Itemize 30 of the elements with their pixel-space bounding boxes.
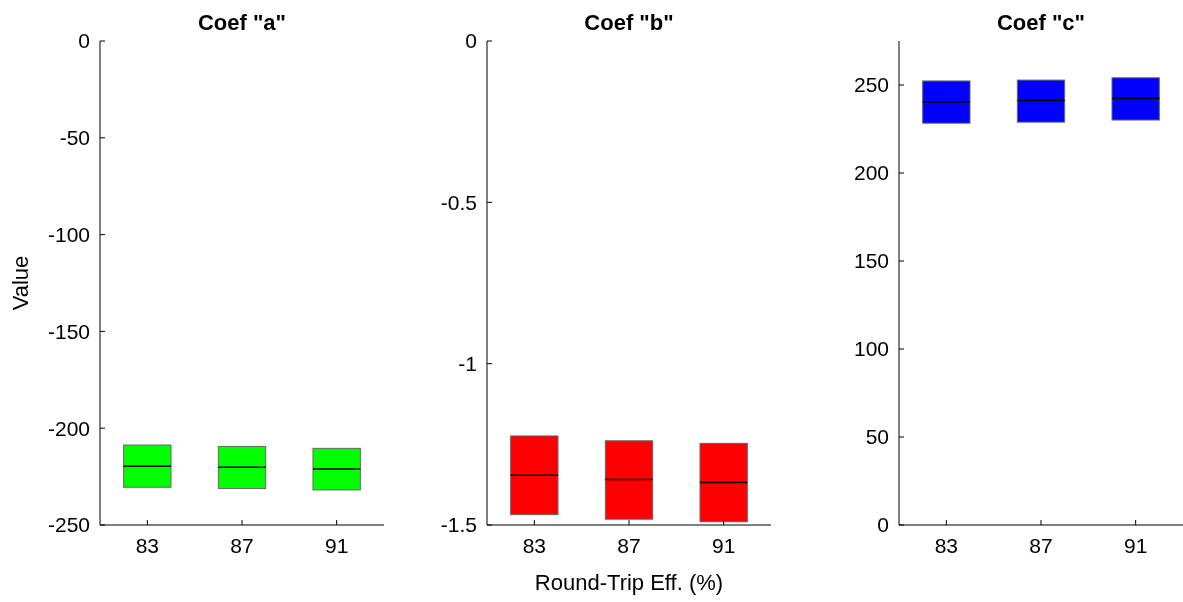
x-tick-label: 83 — [522, 534, 547, 557]
x-tick-label: 87 — [230, 534, 254, 557]
x-tick-label: 87 — [617, 534, 641, 557]
y-tick-label: 0 — [465, 29, 477, 53]
y-tick-label: -50 — [59, 126, 90, 150]
y-tick-label: 150 — [853, 249, 889, 273]
chart-title: Coef "a" — [197, 10, 287, 35]
x-tick-label: 91 — [1123, 534, 1148, 557]
y-tick-label: -100 — [47, 222, 90, 246]
y-tick-label: -1 — [458, 352, 477, 376]
y-tick-label: -150 — [47, 319, 90, 343]
y-tick-label: -250 — [47, 513, 90, 537]
x-tick-label: 87 — [1029, 534, 1053, 557]
x-tick-label: 91 — [711, 534, 736, 557]
x-tick-label: 83 — [934, 534, 959, 557]
chart-title: Coef "b" — [584, 10, 674, 35]
x-tick-label: 83 — [135, 534, 160, 557]
y-tick-label: 50 — [865, 425, 889, 449]
y-tick-label: -1.5 — [440, 513, 477, 537]
y-tick-label: 0 — [877, 513, 889, 537]
x-axis-title: Round-Trip Eff. (%) — [534, 570, 724, 595]
y-tick-label: -0.5 — [440, 190, 477, 214]
y-tick-label: -200 — [47, 416, 90, 440]
y-tick-label: 250 — [853, 73, 889, 97]
y-tick-label: 200 — [853, 161, 889, 185]
y-tick-label: 100 — [853, 337, 889, 361]
chart-title: Coef "c" — [996, 10, 1086, 35]
y-tick-label: 0 — [78, 29, 90, 53]
y-axis-title: Value — [8, 255, 33, 311]
x-tick-label: 91 — [324, 534, 349, 557]
